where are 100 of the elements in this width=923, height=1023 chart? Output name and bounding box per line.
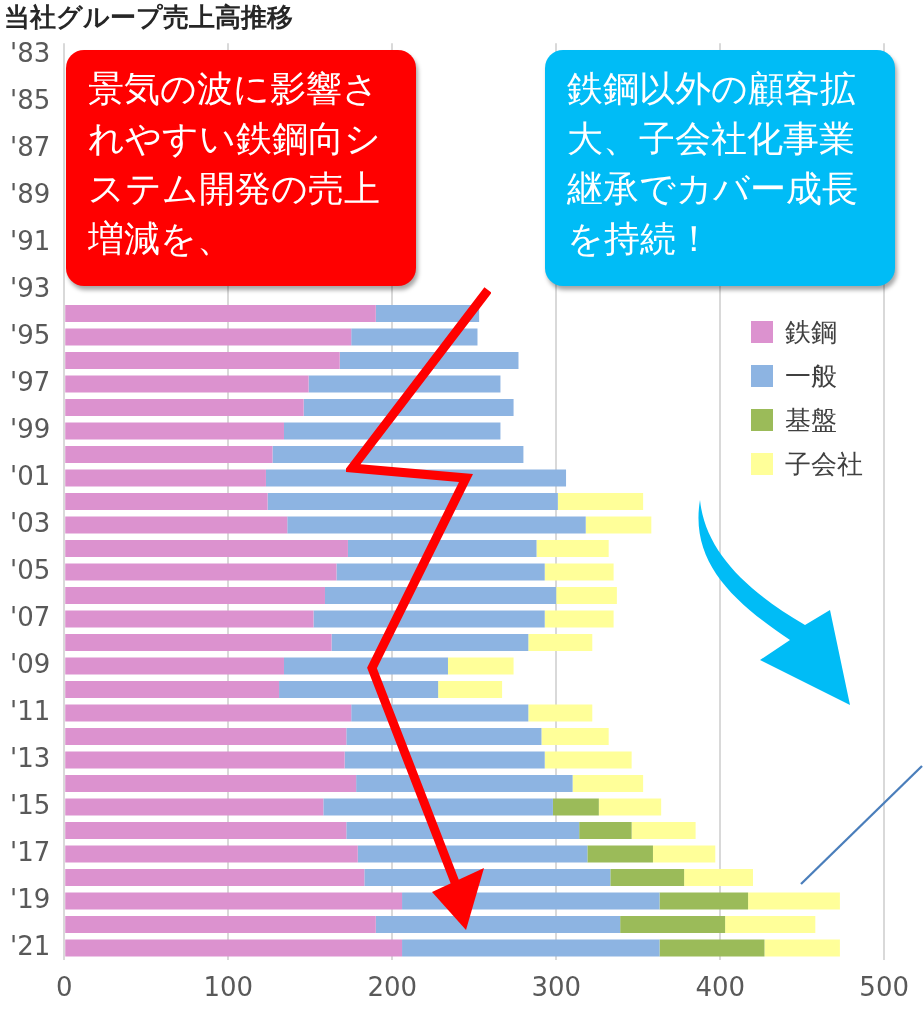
bar [347,540,537,557]
x-tick-label: 300 [531,972,582,1003]
bar [684,869,753,886]
y-tick-label: '07 [10,601,51,632]
legend-label: 一般 [785,359,837,393]
y-tick-label: '83 [10,37,51,68]
bar [65,469,266,487]
bar [346,822,580,839]
bar [748,892,840,910]
bar [65,939,403,957]
y-tick-label: '85 [10,84,51,115]
bar [324,587,557,604]
bar [585,516,652,534]
bar [65,704,352,722]
bar [339,352,519,369]
bar [528,704,593,722]
bar [447,657,514,675]
bar [303,399,514,416]
bar [65,563,337,581]
bar [579,822,632,839]
bar [65,352,340,369]
bar [544,563,614,581]
y-tick-label: '91 [10,225,51,256]
bar [536,540,609,557]
bar [65,375,309,393]
bar [65,305,376,322]
bar [331,634,529,651]
chart-title: 当社グループ売上高推移 [4,2,293,33]
y-tick-label: '09 [10,648,51,679]
bar [544,610,614,628]
bar [65,540,348,557]
bar [364,869,611,886]
y-tick-label: '87 [10,131,51,162]
bar [610,869,685,886]
bar [267,493,558,510]
legend-label: 鉄鋼 [785,315,837,349]
bar [725,916,816,934]
x-tick-label: 0 [55,972,73,1003]
bar [65,516,288,534]
y-tick-label: '21 [10,930,51,961]
bar [65,751,345,769]
bar [65,399,304,416]
y-tick-label: '13 [10,742,51,773]
bar [65,422,284,440]
y-tick-label: '03 [10,507,51,538]
bar [402,939,660,957]
bar [65,446,273,463]
x-tick-label: 100 [203,972,254,1003]
bar [65,587,325,604]
bar [356,775,573,792]
bar [65,634,332,651]
bar [65,493,268,510]
y-tick-label: '11 [10,695,51,726]
bar [272,446,524,463]
y-tick-label: '05 [10,554,51,585]
bar [346,728,542,745]
bar [65,657,284,675]
bar [572,775,644,792]
bar [313,610,545,628]
bar [287,516,586,534]
bar [357,845,588,863]
x-tick-label: 400 [695,972,746,1003]
bar [541,728,609,745]
bar [279,681,439,698]
y-tick-label: '95 [10,319,51,350]
x-tick-label: 200 [367,972,418,1003]
callout-box: 景気の波に影響されやすい鉄鋼向システム開発の売上増減を、 [66,50,416,286]
bar [438,681,503,698]
y-tick-label: '19 [10,883,51,914]
x-tick-label: 500 [859,972,910,1003]
bar [65,822,347,839]
bar [598,798,662,816]
bar [65,869,365,886]
legend-label: 子会社 [785,447,863,481]
y-tick-label: '99 [10,413,51,444]
legend-label: 基盤 [785,403,837,437]
y-tick-label: '93 [10,272,51,303]
bar [65,798,324,816]
bar [587,845,653,863]
y-tick-label: '17 [10,836,51,867]
bar [65,328,352,346]
bar [556,587,617,604]
bar [65,681,280,698]
bar [65,775,357,792]
bar [344,751,545,769]
bar [65,728,347,745]
y-tick-label: '15 [10,789,51,820]
y-tick-label: '97 [10,366,51,397]
y-tick-label: '89 [10,178,51,209]
bar [631,822,696,839]
bar [764,939,840,957]
bar [65,610,314,628]
bar [65,916,376,934]
y-tick-label: '01 [10,460,51,491]
bar [659,939,765,957]
callout-box: 鉄鋼以外の顧客拡大、子会社化事業継承でカバー成長を持続！ [545,50,895,286]
bar [375,916,621,934]
bar [336,563,545,581]
bar [544,751,632,769]
bar [652,845,716,863]
